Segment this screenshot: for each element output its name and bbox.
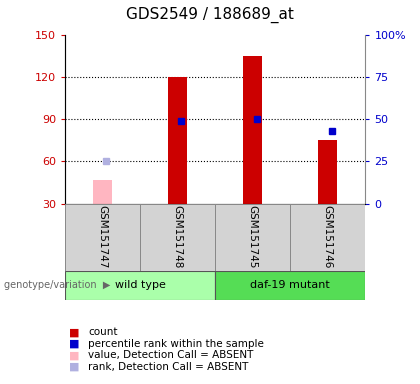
Text: rank, Detection Call = ABSENT: rank, Detection Call = ABSENT (88, 362, 249, 372)
Text: ■: ■ (69, 339, 80, 349)
Text: value, Detection Call = ABSENT: value, Detection Call = ABSENT (88, 350, 254, 360)
Text: percentile rank within the sample: percentile rank within the sample (88, 339, 264, 349)
Bar (290, 204, 365, 271)
Text: GSM151746: GSM151746 (323, 205, 333, 269)
Bar (65, 271, 215, 300)
Bar (168, 77, 187, 204)
Text: ■: ■ (69, 350, 80, 360)
Text: GSM151748: GSM151748 (173, 205, 183, 269)
Bar (140, 204, 215, 271)
Bar (93, 180, 112, 204)
Text: GSM151747: GSM151747 (97, 205, 108, 269)
Bar (244, 56, 262, 204)
Text: daf-19 mutant: daf-19 mutant (250, 280, 330, 290)
Bar (65, 204, 140, 271)
Text: ■: ■ (69, 362, 80, 372)
Text: GDS2549 / 188689_at: GDS2549 / 188689_at (126, 7, 294, 23)
Text: GSM151745: GSM151745 (248, 205, 258, 269)
Bar (215, 271, 365, 300)
Bar (215, 204, 290, 271)
Text: wild type: wild type (115, 280, 165, 290)
Text: genotype/variation  ▶: genotype/variation ▶ (4, 280, 110, 290)
Text: count: count (88, 327, 118, 337)
Bar (318, 140, 337, 204)
Text: ■: ■ (69, 327, 80, 337)
